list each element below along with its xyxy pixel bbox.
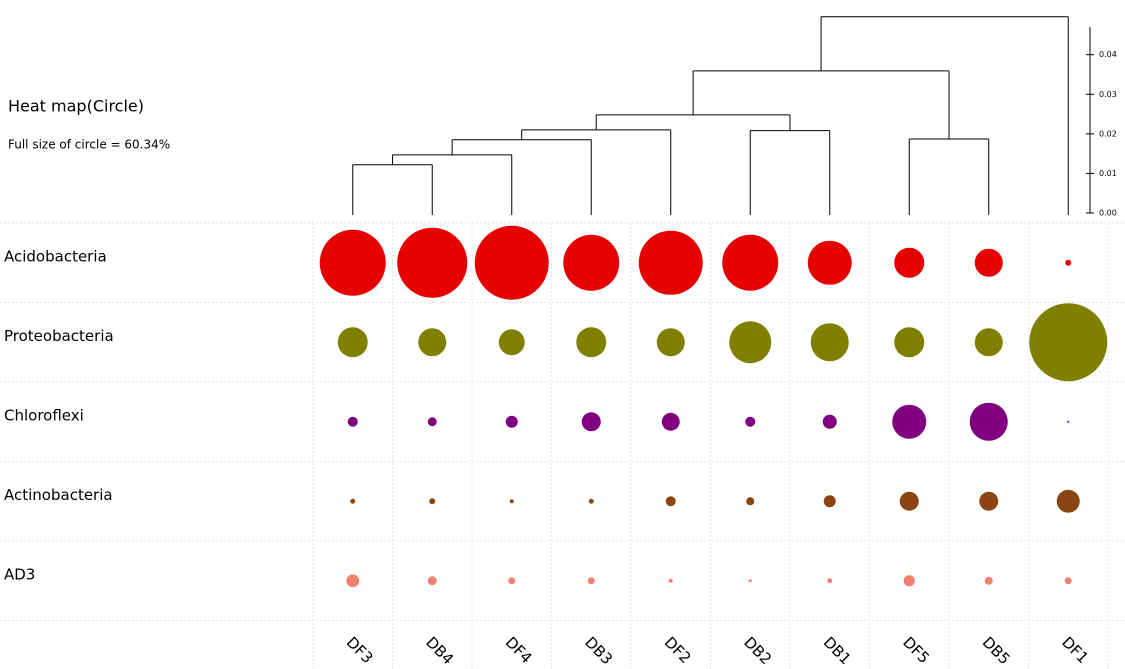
chart-subtitle: Full size of circle = 60.34% xyxy=(8,138,170,152)
circle-mark xyxy=(1029,303,1108,382)
chart-title: Heat map(Circle) xyxy=(8,97,144,116)
circle-mark xyxy=(508,577,516,585)
column-label: DF5 xyxy=(899,633,933,667)
circle-mark xyxy=(979,491,999,511)
circle-mark xyxy=(807,240,852,285)
circle-mark xyxy=(638,230,703,295)
circle-mark xyxy=(1067,420,1070,423)
circle-mark xyxy=(1064,577,1072,585)
circle-mark xyxy=(974,328,1003,357)
circle-mark xyxy=(984,576,993,585)
y-tick-label: 0.01 xyxy=(1099,169,1117,178)
circle-mark xyxy=(498,329,525,356)
row-label: AD3 xyxy=(4,565,35,583)
circle-mark xyxy=(588,498,594,504)
circle-mark xyxy=(894,247,925,278)
column-label: DF2 xyxy=(661,633,695,667)
circle-mark xyxy=(346,574,360,588)
column-label: DF1 xyxy=(1058,633,1092,667)
circle-mark xyxy=(474,225,549,300)
circle-mark xyxy=(563,234,620,291)
circle-mark xyxy=(969,402,1008,441)
circle-mark xyxy=(810,323,849,362)
circle-mark xyxy=(581,412,601,432)
circle-mark xyxy=(656,328,685,357)
column-label: DB1 xyxy=(820,633,855,668)
circle-mark xyxy=(661,412,680,431)
circle-mark xyxy=(668,578,673,583)
circle-mark xyxy=(429,498,436,505)
row-label: Chloroflexi xyxy=(4,406,84,424)
circle-mark xyxy=(746,497,755,506)
y-tick-label: 0.03 xyxy=(1099,90,1117,99)
circle-mark xyxy=(587,577,595,585)
circle-mark xyxy=(745,416,756,427)
circle-mark xyxy=(748,579,752,583)
circle-mark xyxy=(1056,489,1080,513)
y-tick-label: 0.04 xyxy=(1099,50,1117,59)
column-label: DB4 xyxy=(422,633,457,668)
circle-mark xyxy=(427,576,437,586)
circle-mark xyxy=(337,327,368,358)
column-label: DB3 xyxy=(581,633,616,668)
row-label: Acidobacteria xyxy=(4,247,107,265)
y-tick-label: 0.02 xyxy=(1099,129,1117,138)
circle-mark xyxy=(729,321,772,364)
y-tick-label: 0.00 xyxy=(1099,209,1117,218)
column-label: DF3 xyxy=(343,633,377,667)
column-label: DF4 xyxy=(502,633,536,667)
column-label: DB5 xyxy=(979,633,1014,668)
circle-mark xyxy=(350,498,356,504)
row-label: Actinobacteria xyxy=(4,486,113,504)
circle-mark xyxy=(418,328,447,357)
circle-mark xyxy=(665,496,676,507)
row-label: Proteobacteria xyxy=(4,327,114,345)
circle-mark xyxy=(892,404,927,439)
circle-mark xyxy=(1065,259,1072,266)
circle-mark xyxy=(347,416,358,427)
circle-mark xyxy=(397,227,468,298)
circle-mark xyxy=(505,415,518,428)
circle-mark xyxy=(722,234,779,291)
circle-mark xyxy=(827,578,833,584)
circle-mark xyxy=(427,417,437,427)
circle-mark xyxy=(576,327,607,358)
circle-mark xyxy=(899,491,919,511)
circle-mark xyxy=(822,414,837,429)
circle-mark xyxy=(319,229,386,296)
column-label: DB2 xyxy=(740,633,775,668)
circle-mark xyxy=(823,495,836,508)
circle-mark xyxy=(894,327,925,358)
circle-mark xyxy=(974,248,1003,277)
circle-mark xyxy=(903,575,915,587)
circle-mark xyxy=(509,499,514,504)
